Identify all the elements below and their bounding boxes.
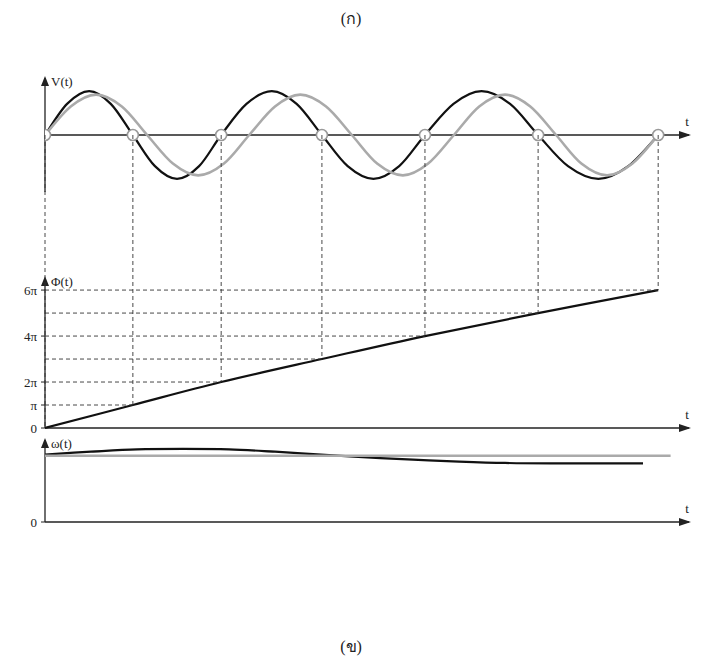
tick-mark [41,405,45,406]
y-axis [44,440,45,522]
axis-title: Φ(t) [51,274,73,289]
guide-line [132,135,133,405]
tick-label: π [30,398,37,413]
tick-mark [41,290,45,291]
series-line [45,91,658,179]
tick-mark [41,522,45,523]
guide-line [45,405,133,406]
axis-title: ω(t) [51,436,72,451]
panel: 0 ω(t) t [31,436,692,530]
crossing-marker [45,130,51,141]
axis-arrow [679,131,691,139]
guide-line [45,359,322,360]
guide-line [45,382,221,383]
axis-arrow [41,76,49,86]
tick-label: 2π [24,375,38,390]
x-axis [45,427,689,428]
tick-label: 4π [24,329,38,344]
guides [45,135,658,428]
tick-mark [41,336,45,337]
figure-caption: (ข) [340,638,362,656]
tick-mark [41,382,45,383]
tick-label: 0 [31,421,38,436]
guide-line [538,135,539,313]
plot-area [45,91,664,179]
panel: V(t) t [40,74,692,192]
tick-label: 6π [24,283,38,298]
x-axis [45,134,689,135]
guide-line [45,290,658,291]
axis-arrow [679,518,691,526]
axis-title: t [685,501,689,516]
axis-title: V(t) [51,74,73,89]
axis-arrow [41,438,49,448]
guide-line [45,313,538,314]
guide-line [45,336,425,337]
x-axis [45,521,689,522]
axis-arrow [679,424,691,432]
plot-area [45,449,671,464]
guide-line [221,135,222,382]
axis-title: t [685,407,689,422]
figure: (ก) (ข) V(t) t 0 π 2π 4π 6π Φ(t) t 0 ω(t) t [0,0,702,667]
series-line [45,290,658,428]
guide-line [45,135,46,428]
guide-line [658,135,659,290]
axis-title: t [685,114,689,129]
series-line [45,95,658,176]
tick-mark [41,428,45,429]
guide-line [424,135,425,336]
tick-label: 0 [31,515,38,530]
guide-line [321,135,322,359]
series-line [45,454,671,457]
panel: 0 π 2π 4π 6π Φ(t) t [24,274,691,436]
plot-area [45,290,658,428]
figure-label: (ก) [341,10,362,28]
